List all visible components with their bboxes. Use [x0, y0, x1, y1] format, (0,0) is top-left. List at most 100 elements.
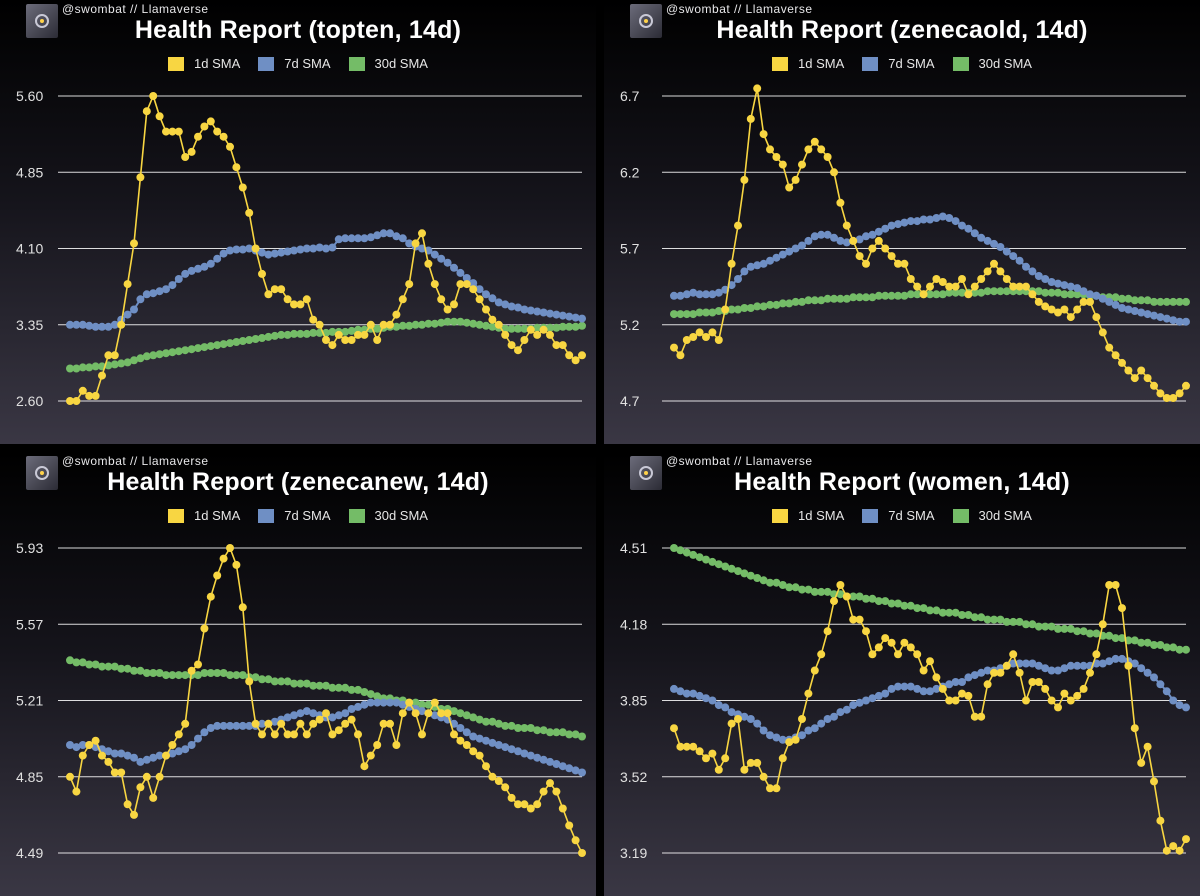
data-point[interactable]	[373, 698, 382, 707]
data-point[interactable]	[1060, 290, 1069, 299]
data-point[interactable]	[695, 308, 704, 317]
data-point[interactable]	[689, 550, 698, 559]
data-point[interactable]	[142, 772, 151, 781]
data-point[interactable]	[443, 317, 452, 326]
data-point[interactable]	[670, 724, 678, 733]
data-point[interactable]	[354, 234, 362, 243]
data-point[interactable]	[798, 715, 806, 723]
data-point[interactable]	[810, 296, 819, 305]
data-point[interactable]	[970, 288, 979, 297]
data-point[interactable]	[868, 230, 877, 239]
data-point[interactable]	[906, 217, 915, 226]
data-point[interactable]	[708, 290, 717, 299]
data-point[interactable]	[488, 717, 497, 726]
data-point[interactable]	[766, 578, 774, 587]
data-point[interactable]	[977, 288, 986, 297]
data-point[interactable]	[1169, 643, 1178, 652]
data-point[interactable]	[740, 175, 749, 184]
data-point[interactable]	[1111, 634, 1120, 643]
data-point[interactable]	[398, 295, 407, 304]
data-point[interactable]	[740, 304, 749, 312]
legend-item[interactable]: 7d SMA	[862, 508, 935, 523]
data-point[interactable]	[469, 747, 478, 756]
data-point[interactable]	[990, 259, 998, 268]
data-point[interactable]	[142, 107, 151, 116]
data-point[interactable]	[1137, 638, 1146, 647]
data-point[interactable]	[766, 145, 774, 154]
data-point[interactable]	[514, 724, 522, 732]
data-point[interactable]	[232, 163, 241, 172]
data-point[interactable]	[398, 321, 407, 330]
data-point[interactable]	[226, 246, 234, 255]
data-point[interactable]	[142, 669, 151, 677]
data-point[interactable]	[868, 293, 877, 302]
data-point[interactable]	[277, 285, 286, 294]
data-point[interactable]	[430, 319, 439, 328]
data-point[interactable]	[354, 730, 362, 739]
data-point[interactable]	[1111, 300, 1120, 309]
data-point[interactable]	[830, 294, 838, 303]
data-point[interactable]	[945, 696, 954, 705]
data-point[interactable]	[283, 247, 292, 256]
data-point[interactable]	[1162, 314, 1171, 323]
data-point[interactable]	[1028, 290, 1037, 299]
data-point[interactable]	[328, 730, 337, 739]
data-point[interactable]	[366, 751, 375, 760]
data-point[interactable]	[855, 235, 864, 244]
data-point[interactable]	[753, 302, 762, 311]
legend-item[interactable]: 30d SMA	[348, 56, 428, 71]
data-point[interactable]	[1054, 308, 1062, 317]
data-point[interactable]	[194, 132, 202, 141]
data-point[interactable]	[849, 236, 858, 245]
data-point[interactable]	[245, 721, 254, 730]
data-point[interactable]	[494, 777, 503, 785]
data-point[interactable]	[206, 342, 215, 351]
data-point[interactable]	[482, 290, 490, 299]
data-point[interactable]	[558, 341, 567, 350]
data-point[interactable]	[386, 719, 394, 728]
data-point[interactable]	[990, 668, 998, 677]
data-point[interactable]	[990, 287, 998, 296]
data-point[interactable]	[110, 768, 119, 777]
data-point[interactable]	[130, 753, 138, 762]
data-point[interactable]	[546, 309, 554, 318]
data-point[interactable]	[194, 671, 202, 680]
data-point[interactable]	[110, 320, 119, 329]
data-point[interactable]	[392, 741, 401, 749]
data-point[interactable]	[842, 592, 851, 601]
data-point[interactable]	[772, 300, 781, 309]
data-point[interactable]	[926, 282, 934, 291]
data-point[interactable]	[1041, 684, 1050, 693]
data-point[interactable]	[507, 793, 516, 802]
data-point[interactable]	[977, 712, 986, 721]
data-point[interactable]	[1105, 343, 1114, 352]
data-point[interactable]	[938, 684, 947, 693]
data-point[interactable]	[341, 683, 350, 692]
data-point[interactable]	[810, 666, 819, 675]
data-point[interactable]	[900, 638, 909, 647]
data-point[interactable]	[136, 783, 145, 792]
data-point[interactable]	[277, 248, 286, 257]
data-point[interactable]	[1137, 664, 1146, 673]
data-point[interactable]	[1079, 627, 1088, 636]
data-point[interactable]	[778, 754, 787, 763]
legend-item[interactable]: 1d SMA	[772, 508, 844, 523]
data-point[interactable]	[1130, 636, 1139, 645]
data-point[interactable]	[1130, 374, 1139, 383]
data-point[interactable]	[469, 279, 478, 288]
data-point[interactable]	[136, 666, 145, 675]
data-point[interactable]	[996, 243, 1005, 251]
data-point[interactable]	[78, 363, 87, 372]
data-point[interactable]	[1060, 624, 1069, 633]
data-point[interactable]	[213, 721, 222, 730]
data-point[interactable]	[565, 821, 574, 830]
data-point[interactable]	[270, 677, 279, 686]
data-point[interactable]	[849, 615, 858, 624]
data-point[interactable]	[862, 696, 870, 705]
data-point[interactable]	[373, 231, 382, 240]
data-point[interactable]	[386, 320, 394, 329]
data-point[interactable]	[501, 721, 510, 730]
data-point[interactable]	[868, 694, 877, 703]
data-point[interactable]	[702, 290, 710, 299]
data-point[interactable]	[746, 715, 755, 723]
